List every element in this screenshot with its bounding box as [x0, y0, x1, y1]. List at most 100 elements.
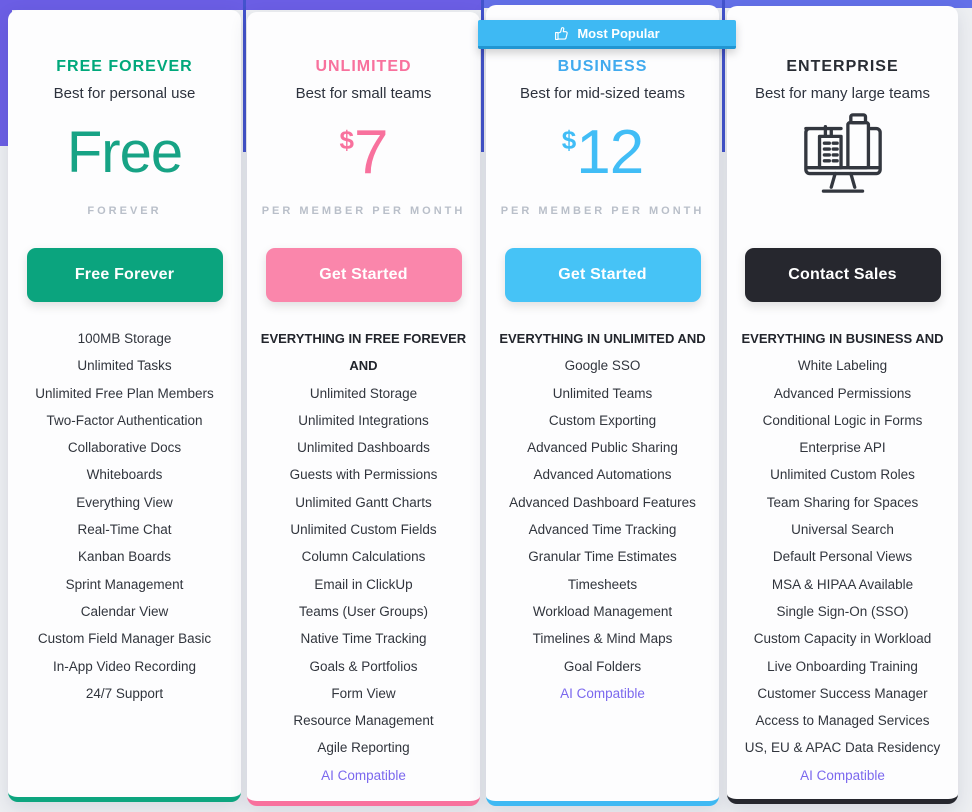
feature-item: Advanced Time Tracking: [528, 522, 677, 538]
feature-item: Access to Managed Services: [755, 713, 930, 729]
indigo-background-shape: [484, 0, 972, 8]
feature-item: Single Sign-On (SSO): [776, 603, 909, 619]
feature-item: Enterprise API: [799, 440, 886, 456]
features-list: Google SSO Unlimited Teams Custom Exportin…: [486, 352, 719, 707]
feature-item: Column Calculations: [301, 549, 426, 565]
card-gap-line: [722, 0, 725, 152]
plan-subtitle: Best for mid-sized teams: [519, 85, 686, 102]
purple-background-shape: [0, 0, 484, 10]
feature-item: Universal Search: [791, 522, 894, 538]
feature-item: Whiteboards: [86, 467, 163, 483]
feature-item: Unlimited Custom Roles: [770, 467, 915, 483]
feature-item: MSA & HIPAA Available: [771, 576, 914, 592]
plan-cta-button[interactable]: Get Started: [265, 248, 462, 302]
feature-item: Granular Time Estimates: [528, 549, 677, 565]
plan-cta-button[interactable]: Free Forever: [26, 248, 223, 302]
feature-item: Google SSO: [564, 358, 641, 374]
feature-item: Unlimited Gantt Charts: [295, 494, 432, 510]
features-header: EVERYTHING IN BUSINESS AND: [741, 331, 944, 346]
feature-item: In-App Video Recording: [52, 658, 197, 674]
card-gap-line: [243, 0, 246, 152]
price-amount: Free: [66, 120, 183, 185]
feature-item: Calendar View: [80, 603, 169, 619]
price-tagline: PER MEMBER PER MONTH: [261, 205, 466, 217]
feature-item: Collaborative Docs: [67, 440, 182, 456]
most-popular-label: Most Popular: [577, 25, 660, 41]
price-tagline: FOREVER: [87, 205, 162, 217]
feature-item: Workload Management: [532, 603, 673, 619]
feature-item: Unlimited Dashboards: [297, 440, 430, 456]
feature-item: 24/7 Support: [85, 685, 164, 701]
plan-card: ENTERPRISE Best for many large teams Con…: [727, 6, 958, 804]
currency-symbol: $: [561, 125, 577, 155]
feature-item: Advanced Automations: [533, 467, 672, 483]
feature-item: Custom Exporting: [548, 412, 657, 428]
plan-cta-button[interactable]: Contact Sales: [744, 248, 941, 302]
feature-item: Advanced Public Sharing: [527, 440, 678, 456]
plan-price: $12: [486, 117, 719, 189]
plan-card: UNLIMITED Best for small teams $7 PER ME…: [247, 12, 480, 806]
card-gap-line: [481, 0, 484, 152]
feature-item: White Labeling: [797, 358, 888, 374]
feature-item: 100MB Storage: [77, 331, 172, 346]
price-tagline: PER MEMBER PER MONTH: [500, 205, 705, 217]
features-list: 100MB Storage Unlimited Tasks Unlimited Fr…: [8, 325, 241, 707]
feature-item: US, EU & APAC Data Residency: [744, 740, 941, 756]
ai-compatible-link[interactable]: AI Compatible: [560, 685, 645, 701]
feature-item: Native Time Tracking: [300, 631, 427, 647]
feature-item: Sprint Management: [65, 576, 184, 592]
plan-name: BUSINESS: [557, 58, 648, 75]
plan-cta-button[interactable]: Get Started: [504, 248, 701, 302]
feature-item: Unlimited Storage: [309, 385, 418, 401]
feature-item: Goal Folders: [563, 658, 642, 674]
plan-name: FREE FOREVER: [56, 58, 193, 75]
buildings-monitor-icon: [803, 113, 882, 193]
plan-name: ENTERPRISE: [786, 58, 899, 75]
feature-item: Customer Success Manager: [757, 685, 928, 701]
feature-item: Guests with Permissions: [289, 467, 438, 483]
feature-item: Timelines & Mind Maps: [532, 631, 673, 647]
feature-item: Advanced Dashboard Features: [509, 494, 696, 510]
features-header: EVERYTHING IN FREE FOREVER AND: [260, 331, 467, 374]
feature-item: Real-Time Chat: [77, 522, 172, 538]
feature-item: Form View: [331, 685, 396, 701]
feature-item: Custom Capacity in Workload: [753, 631, 932, 647]
plan-subtitle: Best for many large teams: [754, 85, 931, 102]
feature-item: Two-Factor Authentication: [46, 412, 203, 428]
feature-item: Unlimited Teams: [552, 385, 653, 401]
features-list: Unlimited Storage Unlimited Integrations U…: [247, 380, 480, 789]
feature-item: Unlimited Tasks: [77, 358, 172, 374]
plan-card: FREE FOREVER Best for personal use Free …: [8, 10, 241, 802]
plan-name: UNLIMITED: [315, 58, 412, 75]
ai-compatible-link[interactable]: AI Compatible: [321, 767, 406, 783]
ai-compatible-link[interactable]: AI Compatible: [800, 767, 885, 783]
feature-item: Default Personal Views: [772, 549, 913, 565]
feature-item: Email in ClickUp: [314, 576, 413, 592]
plan-price: Free: [8, 117, 241, 189]
plan-card: BUSINESS Best for mid-sized teams $12 PE…: [486, 5, 719, 806]
plan-price: $7: [247, 117, 480, 189]
price-amount: 12: [576, 118, 644, 187]
currency-symbol: $: [339, 125, 354, 155]
plan-subtitle: Best for personal use: [53, 85, 196, 102]
plan-price: [727, 113, 958, 193]
feature-item: Conditional Logic in Forms: [762, 412, 923, 428]
feature-item: Teams (User Groups): [298, 603, 429, 619]
feature-item: Live Onboarding Training: [767, 658, 918, 674]
feature-item: Everything View: [76, 494, 173, 510]
most-popular-badge: Most Popular: [478, 20, 736, 49]
plan-subtitle: Best for small teams: [295, 85, 432, 102]
feature-item: Unlimited Custom Fields: [290, 522, 437, 538]
feature-item: Custom Field Manager Basic: [37, 631, 212, 647]
feature-item: Kanban Boards: [77, 549, 172, 565]
feature-item: Timesheets: [567, 576, 638, 592]
feature-item: Resource Management: [293, 713, 434, 729]
feature-item: Unlimited Free Plan Members: [35, 385, 214, 401]
thumbs-up-icon: [555, 26, 569, 40]
feature-item: Agile Reporting: [317, 740, 410, 756]
price-amount: 7: [353, 118, 388, 187]
feature-item: Advanced Permissions: [773, 385, 912, 401]
price-tagline: [727, 205, 958, 217]
features-header: EVERYTHING IN UNLIMITED AND: [499, 331, 706, 346]
